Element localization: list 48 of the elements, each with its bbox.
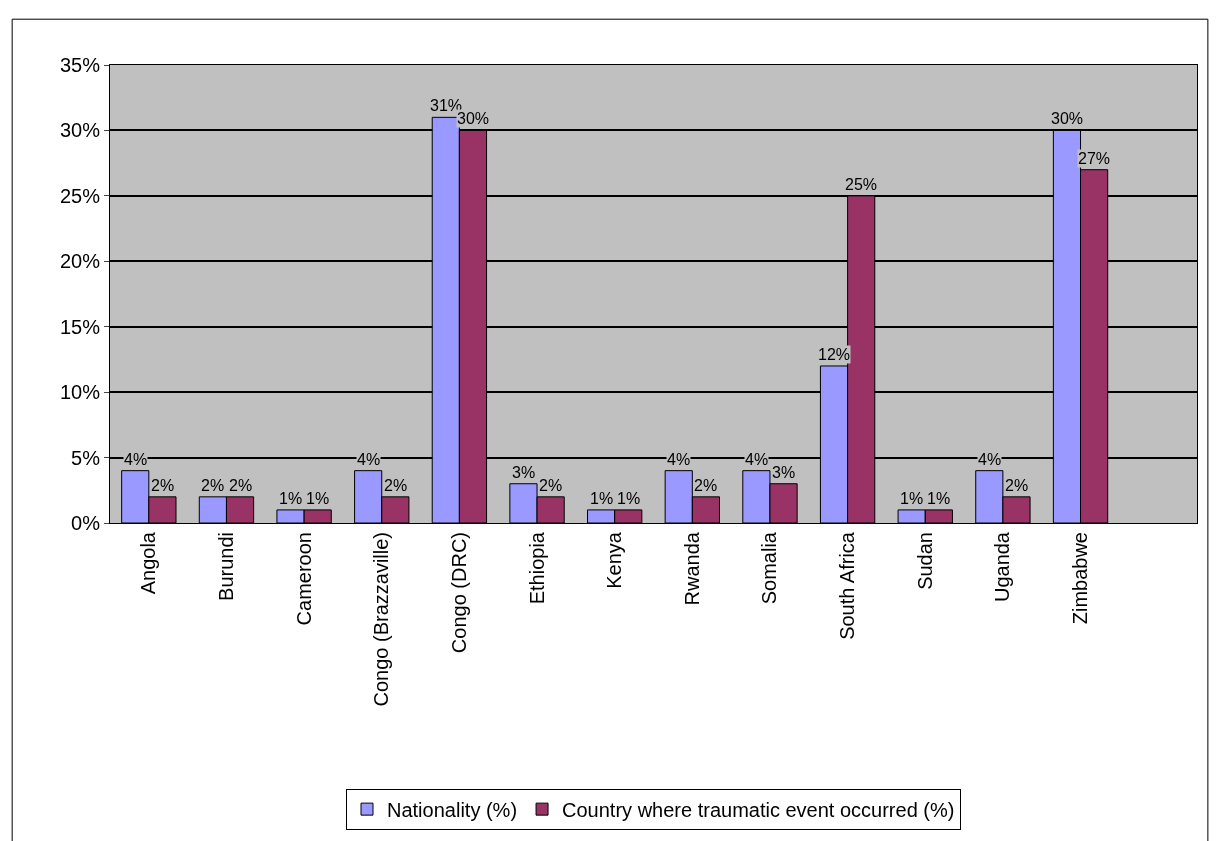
data-label: 1% — [927, 490, 951, 507]
y-tick-label: 5% — [71, 446, 101, 469]
data-label: 1% — [279, 490, 303, 507]
x-tick-label: Sudan — [913, 532, 936, 590]
data-label: 2% — [539, 477, 563, 494]
x-tick-label: Congo (DRC) — [447, 532, 470, 654]
data-label: 2% — [151, 477, 175, 494]
data-label: 30% — [457, 110, 490, 127]
y-tick-label: 10% — [59, 381, 101, 404]
data-label: 2% — [229, 477, 253, 494]
data-label: 2% — [384, 477, 408, 494]
x-tick-label: Kenya — [603, 531, 626, 589]
data-label: 4% — [667, 451, 691, 468]
data-label: 1% — [900, 490, 924, 507]
x-tick-label: Angola — [137, 531, 160, 595]
data-label: 2% — [1005, 477, 1029, 494]
y-tick-label: 0% — [71, 512, 101, 534]
data-label: 4% — [745, 451, 769, 468]
data-label: 2% — [694, 477, 718, 494]
data-label: 2% — [201, 477, 225, 494]
y-tick-label: 25% — [59, 184, 101, 207]
x-tick-label: Ethiopia — [525, 531, 548, 605]
y-tick-label: 15% — [59, 315, 101, 338]
data-label: 3% — [772, 464, 796, 481]
data-label: 27% — [1078, 150, 1111, 167]
x-tick-label: Burundi — [214, 532, 237, 601]
data-label: 4% — [124, 451, 148, 468]
x-tick-label: Uganda — [991, 531, 1014, 603]
data-label: 1% — [590, 490, 614, 507]
x-tick-label: Cameroon — [292, 532, 315, 626]
x-tick-label: South Africa — [836, 531, 859, 640]
legend-label: Country where traumatic event occurred (%) — [562, 798, 955, 821]
data-label: 12% — [818, 346, 851, 363]
x-tick-label: Rwanda — [680, 531, 703, 606]
data-label: 30% — [1051, 110, 1084, 127]
data-label: 4% — [357, 451, 381, 468]
y-tick-label: 30% — [59, 119, 101, 142]
y-tick-label: 35% — [59, 54, 101, 76]
x-tick-label: Somalia — [758, 531, 781, 605]
legend-label: Nationality (%) — [387, 798, 518, 821]
data-label: 1% — [306, 490, 330, 507]
x-tick-label: Zimbabwe — [1069, 532, 1092, 625]
data-label: 25% — [845, 176, 878, 193]
data-label: 1% — [617, 490, 641, 507]
y-tick-label: 20% — [59, 250, 101, 273]
x-tick-label: Congo (Brazzaville) — [370, 532, 393, 707]
data-label: 4% — [978, 451, 1002, 468]
data-label: 3% — [512, 464, 536, 481]
